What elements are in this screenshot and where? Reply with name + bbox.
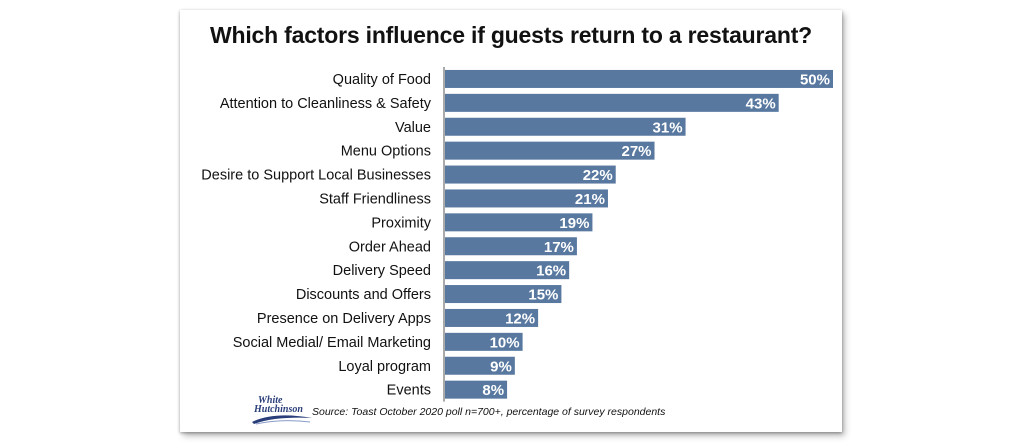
category-label: Discounts and Offers	[296, 287, 431, 303]
value-label: 27%	[621, 143, 651, 160]
bar	[445, 380, 508, 399]
logo-line-2: Hutchinson	[254, 404, 303, 415]
bar	[445, 93, 779, 112]
value-label: 15%	[528, 287, 558, 304]
bar	[445, 285, 562, 304]
chart-title: Which factors influence if guests return…	[209, 22, 813, 48]
source-note: Source: Toast October 2020 poll n=700+, …	[312, 406, 666, 418]
value-label: 21%	[575, 191, 605, 208]
white-hutchinson-logo: White Hutchinson	[250, 392, 316, 428]
value-label: 16%	[536, 263, 566, 280]
value-label: 10%	[490, 334, 520, 351]
logo-swoosh-icon	[252, 415, 312, 425]
bar	[445, 141, 655, 160]
category-label: Desire to Support Local Businesses	[201, 168, 431, 184]
bar	[445, 189, 608, 208]
chart-card: Which factors influence if guests return…	[180, 10, 842, 432]
value-label: 22%	[583, 167, 613, 184]
category-label: Events	[387, 383, 431, 399]
value-label: 43%	[746, 95, 776, 112]
logo-line-1: White	[258, 395, 283, 406]
bar	[445, 261, 570, 280]
category-label: Presence on Delivery Apps	[257, 311, 431, 327]
bar	[445, 213, 593, 232]
bar	[445, 356, 515, 375]
category-label: Attention to Cleanliness & Safety	[220, 96, 432, 112]
category-label: Order Ahead	[349, 239, 431, 255]
value-label: 50%	[800, 71, 830, 88]
value-label: 9%	[490, 358, 512, 375]
category-label: Loyal program	[338, 359, 431, 375]
bar	[445, 69, 833, 88]
category-label: Quality of Food	[333, 72, 431, 88]
bar	[445, 237, 577, 256]
value-label: 8%	[482, 382, 504, 399]
bar	[445, 308, 539, 327]
bar	[445, 332, 523, 351]
value-label: 17%	[544, 239, 574, 256]
value-label: 31%	[653, 119, 683, 136]
category-label: Staff Friendliness	[319, 191, 431, 207]
category-label: Delivery Speed	[333, 263, 431, 279]
value-label: 19%	[559, 215, 589, 232]
category-label: Value	[395, 120, 431, 136]
category-label: Social Medial/ Email Marketing	[233, 335, 431, 351]
category-label: Proximity	[371, 215, 431, 231]
bar	[445, 165, 616, 184]
value-label: 12%	[505, 310, 535, 327]
category-label: Menu Options	[341, 144, 431, 160]
bar	[445, 117, 686, 136]
bar-chart: Quality of Food 50% Attention to Cleanline…	[201, 67, 833, 402]
